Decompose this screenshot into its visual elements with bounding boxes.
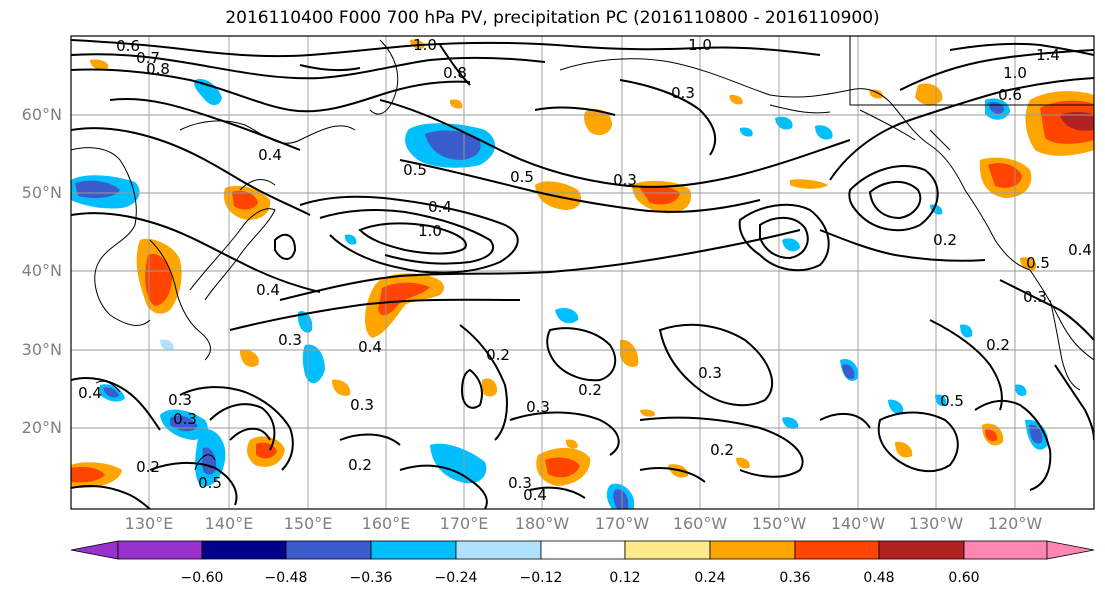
contour-label: 0.8 [443, 64, 467, 82]
lon-label: 160°W [672, 514, 728, 533]
contour-label: 0.6 [998, 86, 1022, 104]
contour-label: 0.3 [698, 364, 722, 382]
colorbar-swatch [540, 540, 626, 560]
contour-label: 0.5 [1026, 254, 1050, 272]
contour-label: 0.3 [508, 474, 532, 492]
contour-label: 0.3 [350, 396, 374, 414]
contour-label: 0.4 [78, 384, 102, 402]
colorbar-extend-high [1046, 540, 1095, 560]
colorbar-tick-label: 0.24 [694, 570, 726, 586]
colorbar-swatch [285, 540, 372, 560]
lat-label: 60°N [21, 105, 62, 124]
lat-label: 40°N [21, 261, 62, 280]
lon-label: 140°E [204, 514, 254, 533]
colorbar-tick-label: −0.36 [349, 570, 393, 586]
lon-label: 140°W [830, 514, 886, 533]
contour-label: 0.3 [671, 84, 695, 102]
map-title: 2016110400 F000 700 hPa PV, precipitatio… [225, 8, 880, 28]
colorbar-tick-label: −0.48 [264, 570, 308, 586]
contour-label: 0.2 [710, 441, 734, 459]
contour-label: 0.7 [136, 49, 160, 67]
lon-label: 150°E [283, 514, 333, 533]
precip-positive-shading [71, 39, 1094, 488]
contour-label: 1.4 [1036, 46, 1060, 64]
colorbar-swatch [878, 540, 965, 560]
colorbar-swatch [709, 540, 796, 560]
contour-label: 0.5 [940, 392, 964, 410]
contour-label: 0.3 [526, 398, 550, 416]
contour-label: 0.2 [348, 456, 372, 474]
contour-label: 0.3 [168, 391, 192, 409]
contour-label: 0.2 [578, 381, 602, 399]
colorbar-swatch [201, 540, 287, 560]
contour-label: 0.4 [428, 198, 452, 216]
colorbar-tick-label: 0.48 [863, 570, 895, 586]
map-plot-area: 0.6 0.7 0.8 1.0 1.0 0.8 0.3 0.4 0.5 0.5 … [71, 36, 1094, 509]
contour-label: 0.4 [523, 486, 547, 504]
lat-label: 30°N [21, 340, 62, 359]
graticule [71, 36, 1094, 509]
colorbar [70, 540, 1095, 560]
colorbar-swatch [370, 540, 457, 560]
contour-label: 0.3 [278, 331, 302, 349]
colorbar-swatch [117, 540, 203, 560]
contour-label: 0.2 [136, 458, 160, 476]
contour-label: 0.8 [146, 60, 170, 78]
contour-label: 0.4 [256, 281, 280, 299]
lon-label: 170°E [439, 514, 489, 533]
contour-label: 1.0 [1003, 64, 1027, 82]
contour-label: 0.4 [1068, 241, 1092, 259]
contour-label: 0.3 [173, 410, 197, 428]
colorbar-tick-label: 0.12 [609, 570, 641, 586]
colorbar-extend-low [70, 540, 119, 560]
lon-label: 170°W [594, 514, 650, 533]
contour-label: 0.2 [486, 346, 510, 364]
colorbar-tick-label: −0.24 [434, 570, 478, 586]
contour-labels: 0.6 0.7 0.8 1.0 1.0 0.8 0.3 0.4 0.5 0.5 … [78, 36, 1092, 504]
contour-label: 0.5 [198, 474, 222, 492]
contour-label: 0.6 [116, 37, 140, 55]
colorbar-tick-label: 0.36 [779, 570, 811, 586]
contour-label: 0.4 [258, 146, 282, 164]
lon-label: 180°W [514, 514, 570, 533]
precip-negative-shading [71, 79, 1049, 509]
contour-label: 1.0 [413, 36, 437, 54]
plot-frame [70, 35, 1095, 510]
lon-label: 130°W [908, 514, 964, 533]
contour-label: 1.0 [688, 36, 712, 54]
contour-label: 0.2 [986, 336, 1010, 354]
lon-label: 130°E [124, 514, 174, 533]
contour-label: 0.5 [510, 168, 534, 186]
colorbar-swatch [794, 540, 880, 560]
pv-contours [71, 39, 1094, 509]
colorbar-swatch [455, 540, 542, 560]
colorbar-tick-label: −0.60 [180, 570, 224, 586]
contour-label: 0.5 [403, 161, 427, 179]
contour-label: 0.4 [358, 338, 382, 356]
lon-label: 160°E [361, 514, 411, 533]
contour-label: 0.2 [933, 231, 957, 249]
contour-label: 0.3 [613, 171, 637, 189]
contour-label: 0.3 [1023, 288, 1047, 306]
lon-label: 120°W [987, 514, 1043, 533]
contour-label: 1.0 [418, 222, 442, 240]
lat-label: 50°N [21, 183, 62, 202]
colorbar-tick-label: −0.12 [519, 570, 563, 586]
lat-label: 20°N [21, 418, 62, 437]
colorbar-swatch [624, 540, 711, 560]
colorbar-swatch [963, 540, 1048, 560]
lon-label: 150°W [751, 514, 807, 533]
colorbar-tick-label: 0.60 [948, 570, 980, 586]
